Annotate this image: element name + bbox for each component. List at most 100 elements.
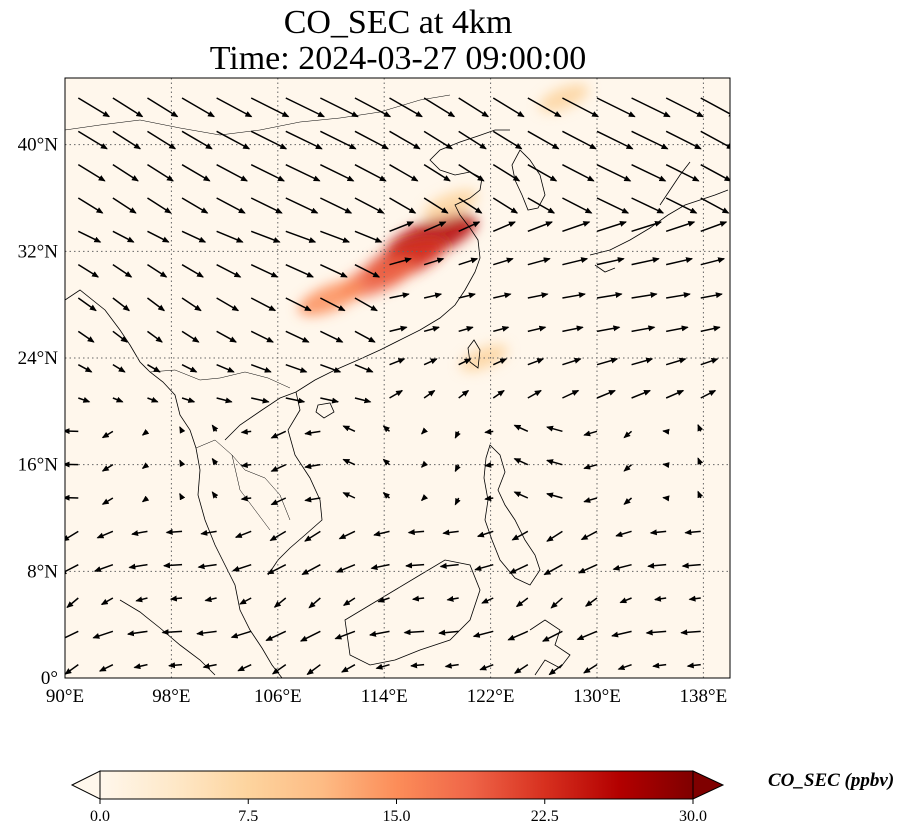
wind-arrow <box>306 664 321 676</box>
wind-arrow <box>596 325 621 333</box>
longitude-tick-label: 90°E <box>46 686 84 707</box>
wind-arrow <box>147 230 170 243</box>
wind-arrow <box>700 358 719 366</box>
wind-arrow <box>77 364 93 373</box>
wind-arrow <box>492 197 519 214</box>
wind-arrow <box>216 330 237 343</box>
wind-arrow <box>697 490 704 499</box>
longitude-tick-label: 98°E <box>152 686 190 707</box>
longitude-tick-label: 114°E <box>361 686 408 707</box>
wind-arrow <box>546 425 563 433</box>
wind-arrow <box>141 428 150 436</box>
wind-arrow <box>77 197 104 214</box>
wind-arrow <box>320 297 346 312</box>
wind-arrow <box>596 163 632 182</box>
wind-arrow <box>562 197 593 214</box>
wind-arrow <box>211 491 219 499</box>
wind-arrow <box>454 497 461 506</box>
wind-arrow <box>112 364 126 373</box>
wind-arrow <box>147 364 161 373</box>
wind-arrow <box>211 457 219 466</box>
wind-arrow <box>492 164 521 182</box>
wind-arrow <box>507 630 529 641</box>
wind-arrow <box>423 358 438 366</box>
wind-arrow <box>623 497 633 505</box>
wind-arrow <box>232 563 252 572</box>
wind-arrow <box>492 130 523 150</box>
wind-arrow <box>354 197 385 214</box>
wind-arrow <box>342 458 356 466</box>
wind-arrow <box>112 130 142 150</box>
colorbar-label: CO_SEC (ppbv) <box>768 770 895 791</box>
wind-arrow <box>77 164 106 182</box>
wind-arrow <box>320 330 344 343</box>
wind-arrow <box>420 427 429 435</box>
wind-arrow <box>240 428 252 435</box>
wind-arrow <box>112 164 139 182</box>
wind-arrow <box>458 164 485 182</box>
colorbar-tick-label: 30.0 <box>679 808 707 825</box>
wind-arrow <box>308 597 321 609</box>
wind-arrow <box>250 163 285 182</box>
wind-arrow <box>181 363 198 373</box>
wind-arrow <box>250 97 290 118</box>
wind-arrow <box>617 663 632 671</box>
wind-arrow <box>266 563 287 575</box>
wind-arrow <box>562 389 580 399</box>
wind-arrow <box>147 164 174 182</box>
wind-arrow <box>423 197 449 214</box>
wind-arrow <box>285 130 323 150</box>
wind-vectors <box>65 97 730 676</box>
wind-arrow <box>493 257 514 266</box>
wind-arrow <box>611 630 632 638</box>
wind-arrow <box>230 630 252 639</box>
wind-arrow <box>141 495 150 503</box>
wind-arrow <box>446 595 459 602</box>
wind-arrow <box>250 230 281 243</box>
wind-arrow <box>562 221 591 233</box>
wind-arrow <box>527 164 558 182</box>
wind-arrow <box>147 396 159 403</box>
wind-arrow <box>382 458 391 466</box>
wind-arrow <box>631 97 671 118</box>
wind-arrow <box>444 662 459 669</box>
wind-arrow <box>562 292 586 299</box>
wind-arrow <box>527 292 549 299</box>
wind-arrow <box>476 530 494 538</box>
wind-arrow <box>697 423 704 432</box>
colorbar: 0.0 7.5 15.0 22.5 30.0 <box>70 770 725 825</box>
wind-arrow <box>513 457 529 466</box>
wind-arrow <box>181 397 196 403</box>
wind-arrow <box>216 363 235 373</box>
wind-arrow <box>216 297 240 312</box>
wind-arrow <box>382 492 391 499</box>
wind-arrow <box>665 163 700 182</box>
wind-arrow <box>546 530 563 542</box>
border-china-south <box>149 369 291 389</box>
wind-arrow <box>285 230 317 243</box>
wind-arrow <box>389 358 406 366</box>
wind-arrow <box>77 264 100 278</box>
wind-arrow <box>631 257 660 266</box>
wind-arrow <box>66 597 79 609</box>
wind-arrow <box>133 663 148 670</box>
wind-arrow <box>165 529 183 536</box>
wind-arrow <box>162 562 183 569</box>
wind-arrow <box>285 363 308 373</box>
wind-arrow <box>423 292 443 299</box>
wind-arrow <box>403 629 425 636</box>
wind-arrow <box>513 491 529 499</box>
map-background <box>65 78 730 678</box>
wind-arrow <box>179 492 186 501</box>
wind-arrow <box>273 597 287 608</box>
wind-arrow <box>700 97 730 118</box>
wind-arrow <box>112 264 133 278</box>
wind-arrow <box>270 463 287 472</box>
wind-arrow <box>98 663 114 672</box>
wind-arrow <box>438 629 459 636</box>
wind-arrow <box>370 563 390 571</box>
wind-arrow <box>631 292 658 299</box>
wind-arrow <box>251 397 270 404</box>
wind-arrow <box>389 292 410 299</box>
wind-arrow <box>700 130 730 150</box>
